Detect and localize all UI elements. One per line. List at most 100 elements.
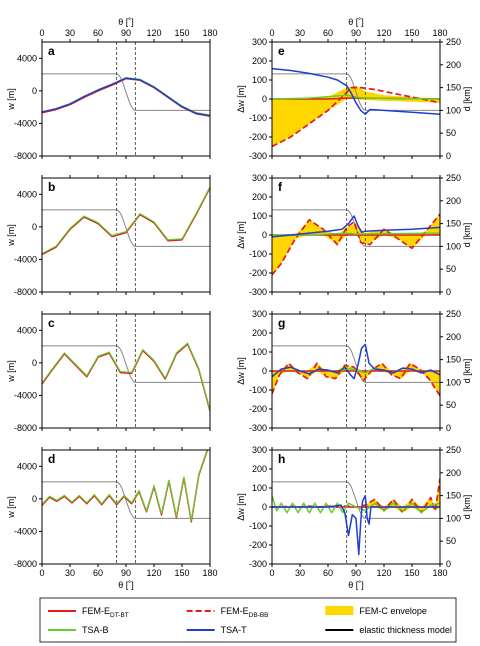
legend-label: FEM-C envelope bbox=[359, 606, 427, 616]
right-tick-label: 0 bbox=[446, 423, 451, 433]
right-tick-label: 200 bbox=[446, 196, 461, 206]
right-tick-label: 50 bbox=[446, 400, 456, 410]
y-tick-label: 0 bbox=[32, 358, 37, 368]
plot-area bbox=[272, 42, 440, 156]
panel-letter: g bbox=[278, 316, 285, 330]
series-tsa_b bbox=[272, 495, 440, 514]
y-tick-label: -8000 bbox=[14, 287, 37, 297]
x-tick-label-top: 0 bbox=[269, 28, 274, 38]
panel-letter: f bbox=[278, 180, 283, 194]
plot-area bbox=[272, 314, 440, 428]
x-tick-label: 180 bbox=[202, 568, 217, 578]
y-tick-label: 0 bbox=[32, 494, 37, 504]
legend-item-tsa_t: TSA-T bbox=[186, 625, 248, 635]
right-axis-label: d [km] bbox=[462, 359, 472, 384]
x-tick-label-top: 0 bbox=[39, 28, 44, 38]
y-tick-label: 100 bbox=[252, 211, 267, 221]
legend-label: FEM-EDT-BT bbox=[82, 606, 129, 619]
legend-label-sub: DB-BB bbox=[249, 612, 269, 619]
y-tick-label: -200 bbox=[249, 268, 267, 278]
y-tick-label: 100 bbox=[252, 347, 267, 357]
y-tick-label: 200 bbox=[252, 328, 267, 338]
series-tsa_b-overlay bbox=[42, 342, 210, 411]
right-tick-label: 200 bbox=[446, 332, 461, 342]
x-tick-label-top: 90 bbox=[121, 28, 131, 38]
y-tick-label: -8000 bbox=[14, 151, 37, 161]
panel-letter: e bbox=[278, 44, 285, 58]
x-tick-label-top: 180 bbox=[202, 28, 217, 38]
right-tick-label: 150 bbox=[446, 219, 461, 229]
right-tick-label: 250 bbox=[446, 309, 461, 319]
elastic-thickness-line bbox=[272, 345, 440, 383]
legend-item-fem_e_db_bb: FEM-EDB-BB bbox=[186, 606, 269, 619]
y-tick-label: 0 bbox=[262, 230, 267, 240]
y-tick-label: 0 bbox=[262, 502, 267, 512]
y-tick-label: 0 bbox=[32, 86, 37, 96]
elastic-thickness-line bbox=[42, 209, 210, 247]
envelope-area bbox=[272, 214, 440, 275]
right-tick-label: 250 bbox=[446, 173, 461, 183]
right-tick-label: 0 bbox=[446, 287, 451, 297]
panel-c: -8000 -4000 0 4000 w [m] c bbox=[6, 311, 211, 433]
plot-area bbox=[272, 178, 440, 292]
y-tick-label: 300 bbox=[252, 37, 267, 47]
y-tick-label: 300 bbox=[252, 309, 267, 319]
x-tick-label: 0 bbox=[269, 568, 274, 578]
legend-item-elastic: elastic thickness model bbox=[325, 625, 452, 635]
x-tick-label: 30 bbox=[295, 568, 305, 578]
right-tick-label: 150 bbox=[446, 355, 461, 365]
y-axis-label: Δw [m] bbox=[236, 85, 246, 113]
axes-frame bbox=[41, 449, 211, 565]
x-tick-label: 90 bbox=[121, 568, 131, 578]
y-axis-label: Δw [m] bbox=[236, 357, 246, 385]
envelope-area bbox=[272, 363, 440, 396]
legend-item-tsa_b: TSA-B bbox=[48, 625, 109, 635]
x-tick-label: 30 bbox=[65, 568, 75, 578]
y-tick-label: -300 bbox=[249, 151, 267, 161]
right-tick-label: 250 bbox=[446, 37, 461, 47]
y-tick-label: -4000 bbox=[14, 118, 37, 128]
y-axis-label: Δw [m] bbox=[236, 493, 246, 521]
y-axis-label: w [m] bbox=[6, 360, 16, 383]
y-tick-label: -8000 bbox=[14, 423, 37, 433]
series-fem_e_dt_bt bbox=[42, 343, 210, 412]
series-fem_e_db_bb bbox=[272, 213, 440, 276]
legend-item-fem_e_dt_bt: FEM-EDT-BT bbox=[48, 606, 129, 619]
y-tick-label: -100 bbox=[249, 521, 267, 531]
y-tick-label: 0 bbox=[262, 94, 267, 104]
series-tsa_t bbox=[42, 77, 210, 117]
right-axis-label: d [km] bbox=[462, 223, 472, 248]
series-tsa_t bbox=[272, 67, 440, 115]
series-tsa_b-overlay bbox=[42, 450, 208, 521]
right-tick-label: 150 bbox=[446, 491, 461, 501]
y-axis-label: Δw [m] bbox=[236, 221, 246, 249]
right-axis-label: d [km] bbox=[462, 87, 472, 112]
panel-a: 0 30 60 90 120 150 180 -8000 -4000 0 4000 w [m] a θ [… bbox=[6, 17, 218, 161]
x-tick-label-top: 120 bbox=[376, 28, 391, 38]
series-tsa_b-overlay bbox=[42, 186, 210, 255]
x-tick-label-top: 150 bbox=[174, 28, 189, 38]
axes-frame bbox=[41, 313, 211, 429]
panel-letter: h bbox=[278, 452, 285, 466]
panel-letter: b bbox=[48, 180, 55, 194]
x-tick-label: 150 bbox=[174, 568, 189, 578]
x-tick-label: 120 bbox=[146, 568, 161, 578]
right-tick-label: 150 bbox=[446, 83, 461, 93]
x-tick-label-top: 60 bbox=[323, 28, 333, 38]
y-tick-label: 0 bbox=[32, 222, 37, 232]
y-tick-label: 300 bbox=[252, 445, 267, 455]
y-axis-label: w [m] bbox=[6, 88, 16, 111]
x-tick-label: 120 bbox=[376, 568, 391, 578]
y-tick-label: -200 bbox=[249, 404, 267, 414]
y-tick-label: 0 bbox=[262, 366, 267, 376]
legend-label: FEM-EDB-BB bbox=[221, 606, 269, 619]
envelope-area bbox=[272, 85, 440, 147]
x-tick-label: 60 bbox=[323, 568, 333, 578]
panel-letter: a bbox=[48, 44, 55, 58]
plot-area bbox=[42, 450, 210, 564]
y-tick-label: 200 bbox=[252, 464, 267, 474]
envelope-area bbox=[272, 478, 440, 513]
panel-letter: d bbox=[48, 452, 55, 466]
legend-label: TSA-T bbox=[221, 625, 248, 635]
plot-area bbox=[42, 314, 210, 428]
